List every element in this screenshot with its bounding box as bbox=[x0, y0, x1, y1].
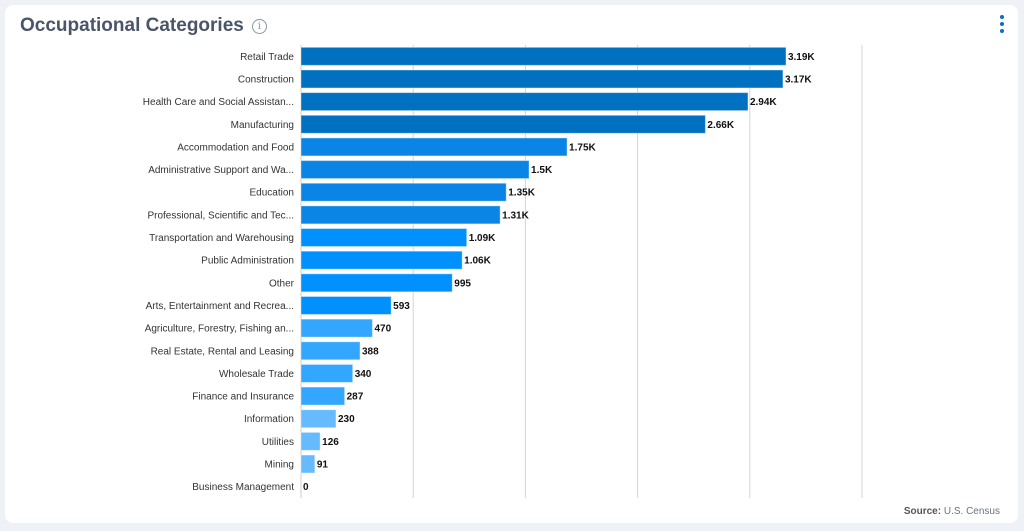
source-value: U.S. Census bbox=[943, 506, 1000, 517]
data-label: 2.66K bbox=[707, 120, 734, 131]
category-label: Administrative Support and Wa... bbox=[148, 165, 294, 176]
bar[interactable] bbox=[300, 160, 530, 180]
data-label: 3.19K bbox=[788, 52, 815, 63]
category-label: Professional, Scientific and Tec... bbox=[147, 210, 294, 221]
data-label: 1.5K bbox=[531, 165, 553, 176]
bar[interactable] bbox=[300, 363, 354, 383]
category-label: Finance and Insurance bbox=[192, 392, 294, 403]
bar[interactable] bbox=[300, 114, 706, 134]
source-note: Source: U.S. Census bbox=[904, 506, 1000, 517]
category-label: Mining bbox=[265, 460, 294, 471]
data-label: 287 bbox=[347, 392, 364, 403]
bar[interactable] bbox=[300, 318, 373, 338]
data-label: 1.35K bbox=[508, 188, 535, 199]
data-label: 230 bbox=[338, 414, 355, 425]
category-label: Information bbox=[244, 414, 294, 425]
bar[interactable] bbox=[300, 273, 453, 293]
bar[interactable] bbox=[300, 431, 321, 451]
category-label: Real Estate, Rental and Leasing bbox=[151, 346, 294, 357]
data-label: 2.94K bbox=[750, 97, 777, 108]
source-label: Source: bbox=[903, 506, 942, 517]
bar[interactable] bbox=[300, 228, 468, 248]
data-label: 470 bbox=[374, 324, 391, 335]
category-label: Business Management bbox=[192, 482, 294, 493]
data-label: 0 bbox=[303, 482, 309, 493]
data-label: 126 bbox=[322, 437, 339, 448]
category-label: Health Care and Social Assistan... bbox=[143, 97, 294, 108]
category-label: Agriculture, Forestry, Fishing an... bbox=[145, 324, 294, 335]
kebab-menu-icon[interactable] bbox=[996, 15, 1008, 39]
bar[interactable] bbox=[300, 137, 568, 157]
data-label: 1.06K bbox=[464, 256, 491, 267]
data-label: 1.75K bbox=[569, 142, 596, 153]
bar[interactable] bbox=[300, 92, 749, 112]
chart-title: Occupational Categories bbox=[20, 15, 244, 36]
bar[interactable] bbox=[300, 69, 784, 89]
category-label: Manufacturing bbox=[231, 120, 294, 131]
bar[interactable] bbox=[300, 295, 392, 315]
chart-card bbox=[5, 5, 1018, 523]
category-label: Other bbox=[269, 278, 295, 289]
bar[interactable] bbox=[300, 46, 787, 66]
data-label: 3.17K bbox=[785, 74, 812, 85]
bar[interactable] bbox=[300, 409, 337, 429]
chart-header: Occupational Categories i bbox=[20, 14, 267, 38]
data-label: 388 bbox=[362, 346, 379, 357]
data-label: 593 bbox=[393, 301, 410, 312]
data-label: 91 bbox=[317, 460, 329, 471]
data-label: 995 bbox=[454, 278, 471, 289]
category-label: Wholesale Trade bbox=[219, 369, 294, 380]
category-label: Utilities bbox=[262, 437, 294, 448]
bar[interactable] bbox=[300, 182, 507, 202]
bar[interactable] bbox=[300, 454, 316, 474]
bar[interactable] bbox=[300, 341, 361, 361]
info-icon[interactable]: i bbox=[251, 18, 267, 34]
data-label: 1.31K bbox=[502, 210, 529, 221]
category-label: Education bbox=[250, 188, 294, 199]
category-label: Accommodation and Food bbox=[177, 142, 294, 153]
data-label: 340 bbox=[355, 369, 372, 380]
category-label: Arts, Entertainment and Recrea... bbox=[146, 301, 294, 312]
category-label: Transportation and Warehousing bbox=[149, 233, 294, 244]
category-label: Retail Trade bbox=[240, 52, 294, 63]
category-label: Public Administration bbox=[201, 256, 294, 267]
data-label: 1.09K bbox=[469, 233, 496, 244]
bar[interactable] bbox=[300, 386, 346, 406]
category-label: Construction bbox=[238, 74, 294, 85]
bar[interactable] bbox=[300, 250, 463, 270]
bar[interactable] bbox=[300, 205, 501, 225]
